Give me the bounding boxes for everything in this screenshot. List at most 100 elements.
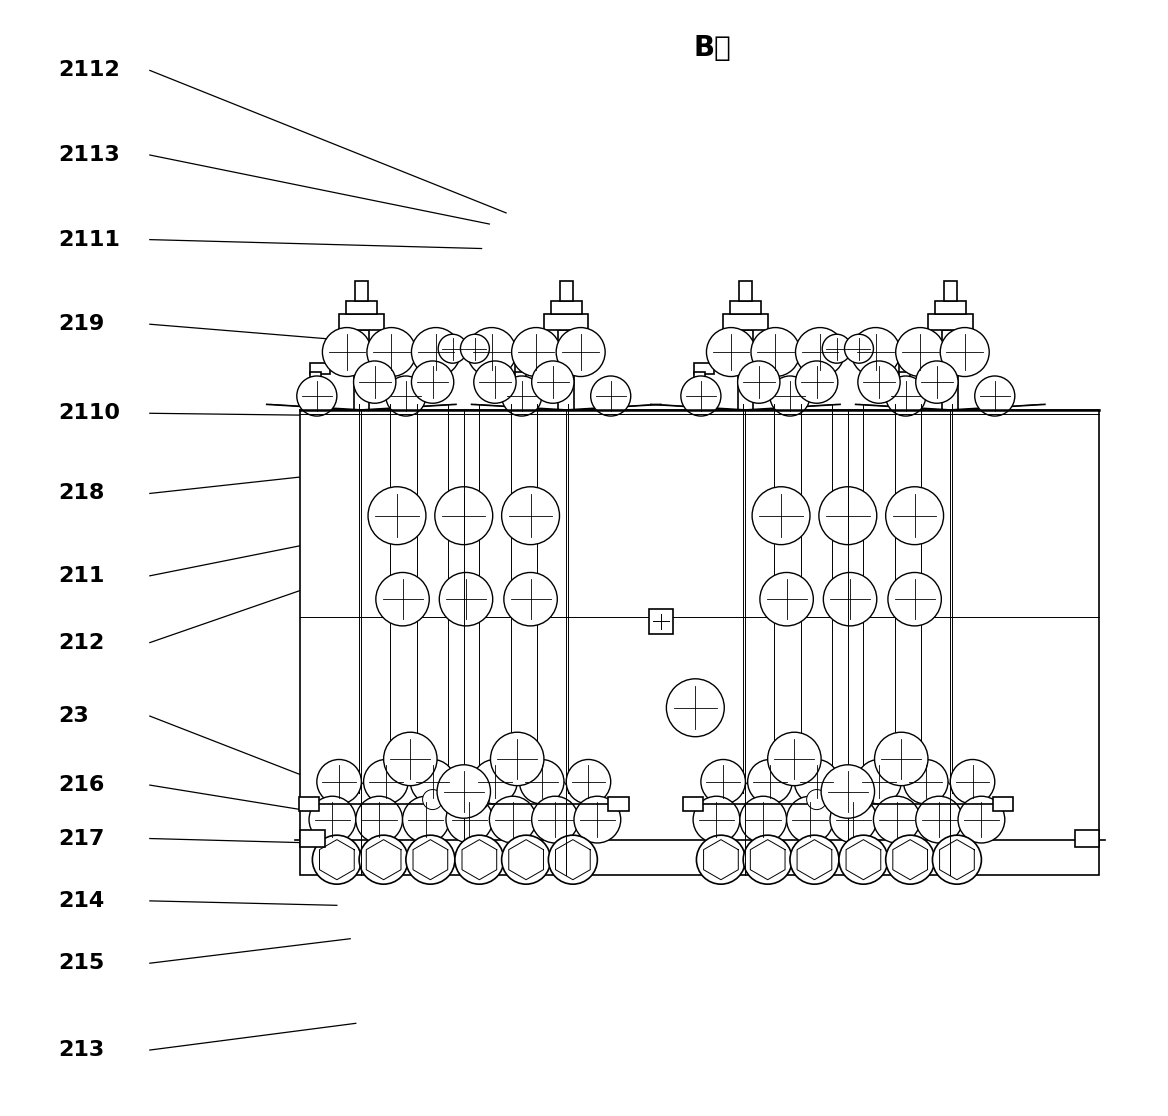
Circle shape (844, 335, 874, 363)
Circle shape (951, 760, 995, 804)
Bar (339, 315, 383, 330)
Circle shape (467, 328, 516, 376)
Circle shape (446, 796, 493, 843)
Bar (544, 315, 589, 330)
Circle shape (363, 760, 408, 804)
Circle shape (411, 328, 460, 376)
Circle shape (473, 760, 517, 804)
Circle shape (888, 573, 941, 626)
Text: 217: 217 (58, 828, 105, 848)
Bar (609, 797, 628, 810)
Circle shape (403, 796, 450, 843)
Circle shape (760, 573, 813, 626)
Circle shape (410, 760, 454, 804)
Circle shape (821, 764, 875, 818)
Circle shape (857, 360, 901, 403)
Circle shape (512, 328, 561, 376)
Circle shape (743, 835, 792, 884)
Bar (683, 797, 703, 810)
Text: 2110: 2110 (58, 403, 120, 423)
Circle shape (520, 760, 564, 804)
Circle shape (439, 573, 493, 626)
Circle shape (875, 732, 929, 786)
Circle shape (823, 573, 877, 626)
Circle shape (501, 376, 542, 416)
Circle shape (975, 376, 1015, 416)
Circle shape (770, 376, 809, 416)
Circle shape (795, 360, 837, 403)
Circle shape (434, 487, 493, 545)
Text: 213: 213 (58, 1040, 105, 1060)
Circle shape (696, 835, 745, 884)
Circle shape (566, 760, 611, 804)
Bar (943, 330, 958, 410)
Circle shape (667, 679, 724, 737)
Circle shape (297, 376, 336, 416)
Circle shape (916, 796, 962, 843)
Circle shape (489, 796, 536, 843)
Circle shape (885, 487, 944, 545)
Circle shape (807, 789, 827, 809)
Circle shape (795, 328, 844, 376)
Bar (300, 829, 325, 847)
Text: 219: 219 (58, 315, 105, 334)
Circle shape (701, 760, 745, 804)
Circle shape (491, 732, 544, 786)
Text: 218: 218 (58, 483, 105, 503)
Bar (300, 410, 1099, 875)
Circle shape (885, 835, 934, 884)
Circle shape (501, 835, 550, 884)
Circle shape (751, 328, 800, 376)
Circle shape (573, 796, 620, 843)
Circle shape (312, 835, 361, 884)
Circle shape (932, 835, 981, 884)
Text: 214: 214 (58, 891, 105, 911)
Circle shape (904, 760, 948, 804)
Bar (934, 301, 966, 315)
Circle shape (885, 376, 926, 416)
Bar (899, 363, 919, 374)
Bar (311, 363, 331, 374)
Circle shape (376, 573, 430, 626)
Bar (515, 372, 526, 387)
Text: 2111: 2111 (58, 230, 120, 250)
Bar (1075, 829, 1099, 847)
Circle shape (958, 796, 1004, 843)
Circle shape (406, 835, 454, 884)
Bar (993, 797, 1013, 810)
Circle shape (819, 487, 877, 545)
Bar (899, 372, 910, 387)
Circle shape (857, 760, 902, 804)
Circle shape (896, 328, 945, 376)
Text: 2113: 2113 (58, 145, 120, 165)
Circle shape (385, 376, 426, 416)
Circle shape (438, 335, 467, 363)
Text: 215: 215 (58, 953, 105, 973)
Circle shape (790, 835, 839, 884)
Circle shape (707, 328, 756, 376)
Circle shape (368, 487, 426, 545)
Text: 211: 211 (58, 566, 105, 586)
Bar (355, 281, 368, 301)
Bar (559, 281, 572, 301)
Circle shape (501, 487, 559, 545)
Bar (738, 281, 752, 301)
Circle shape (454, 835, 503, 884)
Bar (354, 330, 369, 410)
Bar (694, 363, 715, 374)
Circle shape (322, 328, 371, 376)
Circle shape (739, 796, 786, 843)
Circle shape (794, 760, 839, 804)
Bar (648, 609, 673, 634)
Bar (730, 301, 762, 315)
Bar (515, 363, 535, 374)
Circle shape (531, 796, 578, 843)
Circle shape (693, 796, 739, 843)
Circle shape (851, 328, 901, 376)
Circle shape (830, 796, 877, 843)
Circle shape (470, 789, 489, 809)
Circle shape (359, 835, 408, 884)
Circle shape (591, 376, 631, 416)
Text: B向: B向 (693, 35, 731, 62)
Circle shape (383, 732, 437, 786)
